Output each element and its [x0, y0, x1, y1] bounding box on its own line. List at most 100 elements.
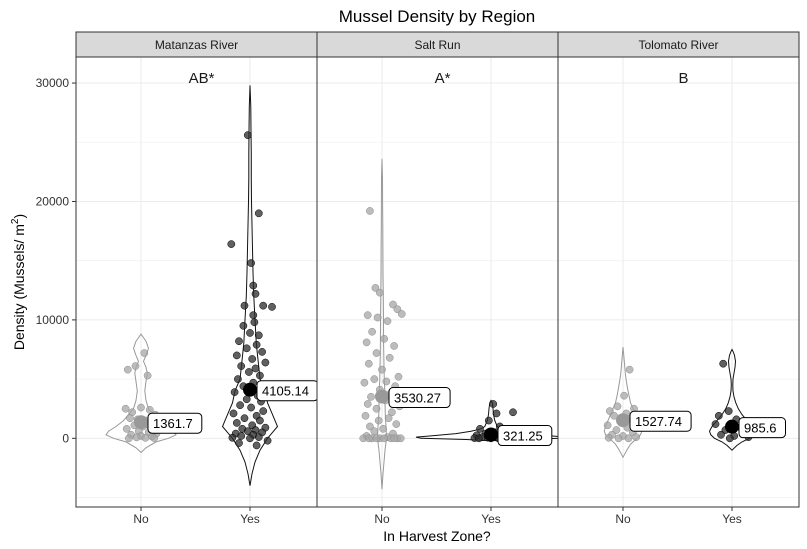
data-point: [390, 434, 398, 443]
significance-label: AB*: [189, 70, 215, 87]
data-point: [247, 403, 255, 412]
data-point: [509, 408, 517, 417]
mean-label: 4105.14: [262, 384, 309, 399]
data-point: [382, 377, 391, 386]
data-point: [245, 368, 253, 376]
data-point: [259, 301, 268, 310]
data-point: [252, 340, 261, 349]
data-point: [250, 318, 259, 327]
data-point: [632, 433, 641, 441]
x-tick-label: Yes: [481, 512, 501, 526]
panel-border: [557, 56, 800, 508]
data-point: [396, 434, 405, 443]
data-point: [484, 416, 493, 425]
mean-label: 1527.74: [635, 414, 682, 429]
data-point: [719, 359, 728, 368]
mean-marker: [484, 427, 498, 442]
panel-strip: [557, 31, 800, 58]
data-point: [371, 284, 380, 292]
data-point: [246, 329, 254, 337]
data-point: [230, 388, 239, 396]
x-tick-label: Yes: [722, 512, 742, 526]
mean-label-box: [629, 410, 692, 432]
data-point: [240, 414, 249, 423]
data-point: [242, 344, 251, 353]
data-point: [604, 433, 613, 442]
data-point: [366, 207, 374, 215]
data-point: [380, 434, 389, 443]
data-point: [240, 301, 249, 310]
data-point: [724, 407, 733, 415]
data-point: [379, 424, 387, 433]
data-point: [258, 348, 266, 356]
data-point: [370, 427, 379, 436]
data-point: [122, 424, 131, 433]
x-tick-label: No: [374, 512, 390, 526]
data-point: [374, 416, 383, 425]
panel-tolomato-river: Tolomato River B 1527.74 No 985.6 Yes: [557, 31, 800, 526]
data-point: [385, 353, 394, 362]
data-point: [141, 433, 150, 442]
data-point: [394, 372, 403, 381]
data-point: [372, 434, 381, 443]
data-point: [254, 209, 263, 218]
mean-marker: [375, 389, 389, 404]
data-point: [383, 317, 392, 325]
data-point: [624, 434, 633, 443]
panel-salt-run: Salt Run A* 3530.27 No 321.25 Yes: [316, 31, 567, 526]
data-point: [372, 404, 381, 413]
data-point: [360, 378, 369, 387]
data-point: [717, 430, 725, 439]
data-point: [263, 436, 272, 445]
data-point: [378, 365, 386, 374]
data-point: [252, 441, 261, 450]
data-point: [389, 300, 397, 309]
chart-title: Mussel Density by Region: [339, 7, 536, 26]
data-point: [614, 434, 623, 443]
data-point: [362, 338, 371, 347]
data-point: [256, 416, 264, 425]
data-point: [392, 420, 401, 428]
mean-marker: [243, 382, 257, 397]
data-point: [236, 401, 244, 410]
data-point: [620, 391, 628, 400]
data-point: [256, 371, 264, 380]
data-point: [229, 409, 238, 418]
mean-label: 321.25: [503, 429, 543, 444]
mean-marker: [725, 419, 739, 434]
data-point: [476, 424, 484, 433]
panel-background: [558, 57, 799, 507]
data-point: [489, 400, 498, 408]
data-point: [132, 433, 141, 442]
data-point: [613, 402, 622, 411]
data-point: [123, 365, 132, 374]
y-tick-label: 10000: [36, 313, 70, 327]
data-point: [261, 358, 270, 367]
data-point: [121, 404, 130, 413]
data-point: [243, 427, 252, 436]
data-point: [393, 305, 402, 314]
data-point: [150, 434, 159, 442]
mean-label: 1361.7: [153, 416, 193, 431]
data-point: [248, 355, 257, 363]
significance-label: B: [678, 70, 688, 87]
data-point: [140, 349, 149, 357]
data-point: [137, 403, 145, 412]
data-point: [143, 371, 152, 380]
data-point: [625, 365, 634, 374]
data-point: [237, 432, 246, 440]
data-point: [384, 414, 393, 423]
data-point: [243, 131, 252, 140]
y-tick-label: 20000: [36, 194, 70, 208]
data-point: [380, 334, 389, 343]
mean-label: 985.6: [744, 421, 777, 436]
data-point: [390, 342, 398, 350]
y-tick-label: 0: [62, 431, 69, 445]
mean-label-box: [497, 425, 553, 447]
data-point: [235, 337, 243, 346]
y-axis-title: Density (Mussels/ m2): [10, 214, 27, 350]
data-point: [227, 240, 236, 248]
data-point: [239, 321, 248, 330]
data-point: [251, 364, 260, 373]
